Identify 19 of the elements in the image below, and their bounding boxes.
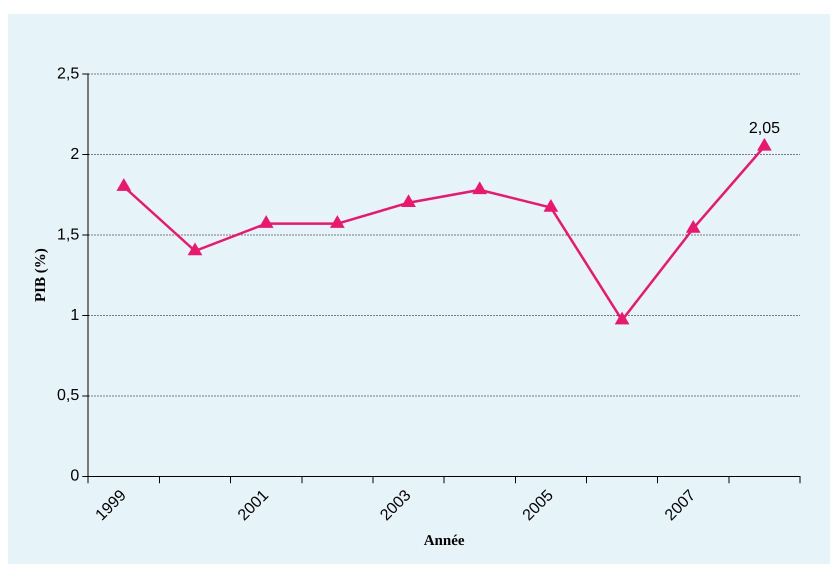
y-tick-label: 2,5	[56, 65, 80, 82]
point	[473, 182, 486, 194]
point	[758, 139, 771, 151]
point	[117, 179, 130, 191]
point	[260, 216, 273, 228]
point	[188, 244, 202, 256]
y-tick-label: 1	[70, 306, 80, 324]
y-axis-title: PIB (%)	[32, 248, 49, 302]
point	[330, 216, 344, 228]
x-axis-title: Année	[424, 532, 465, 549]
point	[544, 200, 558, 212]
y-tick-label: 0	[70, 468, 80, 485]
point	[686, 221, 700, 233]
point	[402, 195, 415, 207]
y-tick-label: 2	[70, 146, 80, 163]
point	[616, 312, 629, 324]
data-label: 2,05	[748, 120, 780, 137]
y-tick-label: 1,5	[56, 226, 80, 244]
y-tick-label: 0,5	[56, 387, 80, 404]
